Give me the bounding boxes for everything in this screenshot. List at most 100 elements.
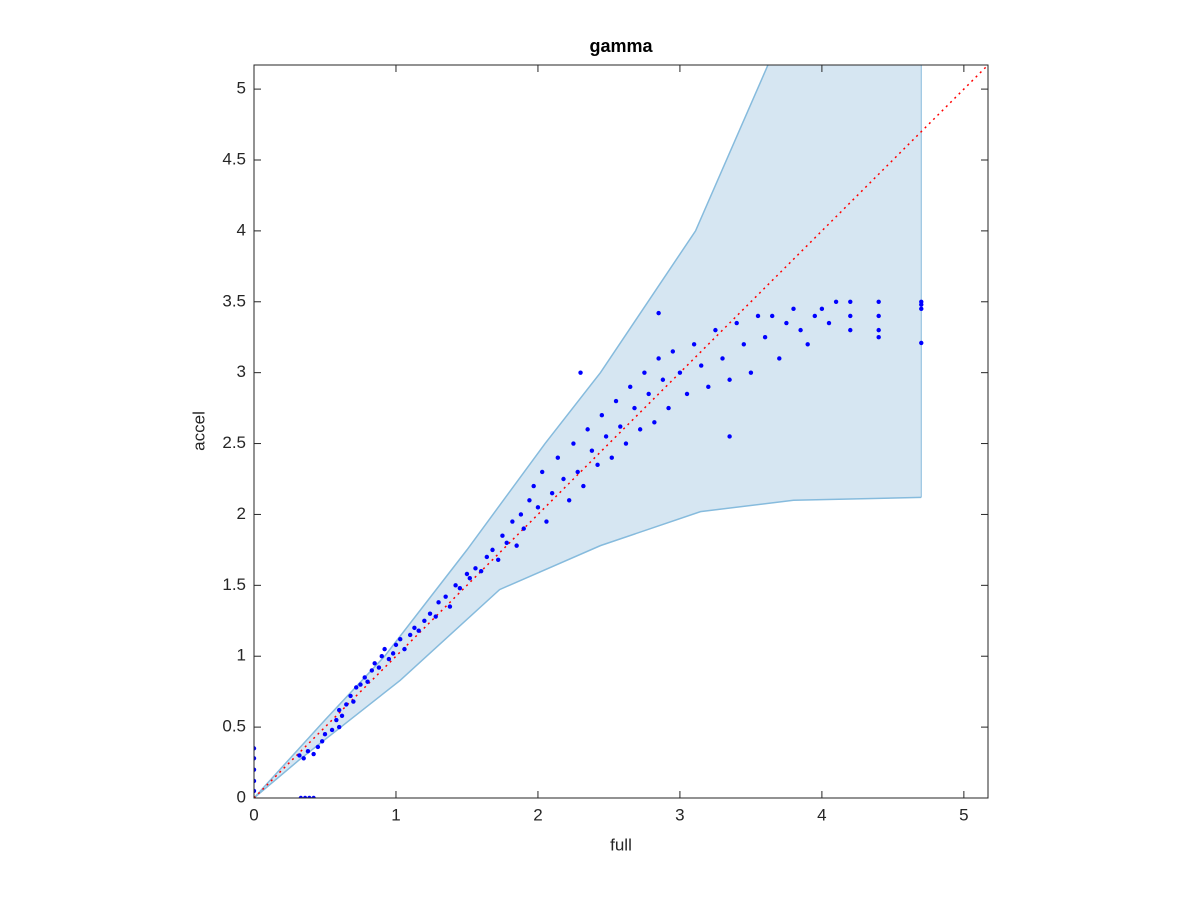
data-point [336,707,342,713]
data-point [660,377,666,382]
y-tick-label: 3 [237,362,246,381]
data-point [777,356,782,361]
data-point [490,547,495,553]
data-point [826,320,832,326]
data-point [358,682,363,687]
y-tick-label: 4.5 [222,149,246,168]
data-point [302,795,308,798]
data-point [706,384,711,390]
data-point [748,370,754,375]
data-point [334,717,339,723]
data-point [473,566,478,571]
data-point [322,731,328,737]
data-point [637,427,643,432]
data-point [535,505,541,510]
data-point [386,656,392,662]
data-point [848,299,853,304]
axes: 0 1 2 3 4 5 0 0.5 1 1.5 2 2.5 3 3.5 4 4.5 5 [222,64,989,824]
data-point [561,476,566,482]
confidence-band [254,65,922,798]
data-point [684,391,690,397]
data-point [398,637,403,642]
data-point [798,327,803,333]
data-point [876,327,881,333]
y-tick-label: 0 [237,787,246,806]
x-tick-label: 3 [675,805,684,824]
data-point [699,363,704,368]
data-point [762,335,768,340]
data-point [510,519,515,524]
data-point [457,585,463,591]
data-point [427,611,433,616]
x-tick-label: 4 [817,805,826,824]
data-point [329,727,335,733]
data-point [504,540,509,545]
x-tick-label: 2 [533,805,542,824]
data-point [848,327,853,333]
data-point [311,795,316,798]
y-tick-label: 1 [237,646,246,665]
data-point [571,441,576,446]
data-point [581,483,586,489]
data-point [315,744,321,750]
data-point [555,455,561,460]
data-point [741,342,747,347]
data-point [784,320,789,326]
data-point [670,349,676,354]
axes-box [253,64,989,799]
data-point [298,795,304,798]
data-point [549,490,555,496]
x-tick-label: 5 [959,805,968,824]
data-point [575,469,580,475]
plot-area [254,65,988,798]
data-point [254,756,257,761]
data-point [407,632,413,638]
data-point [484,554,490,560]
data-point [254,778,257,784]
reference-line [254,65,988,798]
data-point [521,526,526,531]
data-point [652,420,657,425]
data-point [301,756,306,761]
data-point [566,498,572,503]
data-point [632,405,637,411]
data-point [319,739,325,744]
y-tick-label: 1.5 [222,575,246,594]
data-point [305,749,311,754]
data-point [453,583,458,588]
data-point [848,313,853,319]
data-point [518,512,524,517]
data-point [382,646,387,652]
data-point [365,679,370,684]
data-point [531,483,536,489]
data-point [336,724,342,730]
data-point [585,427,590,432]
data-point [646,391,651,397]
data-point [833,299,839,304]
data-point [599,412,605,418]
data-point [666,405,671,411]
data-point [540,469,545,475]
data-point [254,767,257,772]
data-point [478,568,484,574]
data-point [311,751,316,757]
data-point [876,335,881,340]
data-point [339,713,345,718]
data-point [402,646,407,652]
data-point [307,795,312,798]
data-point [393,642,399,648]
data-point [443,594,448,599]
data-point [876,313,881,319]
data-point [351,699,356,704]
data-point [770,313,775,319]
data-point [254,788,257,794]
x-tick-label: 0 [249,805,258,824]
data-point [527,498,532,503]
x-tick-label: 1 [391,805,400,824]
data-point [297,753,302,758]
data-point [919,306,924,312]
x-axis-label: full [610,835,632,854]
data-point [422,618,427,623]
data-point [613,398,619,404]
